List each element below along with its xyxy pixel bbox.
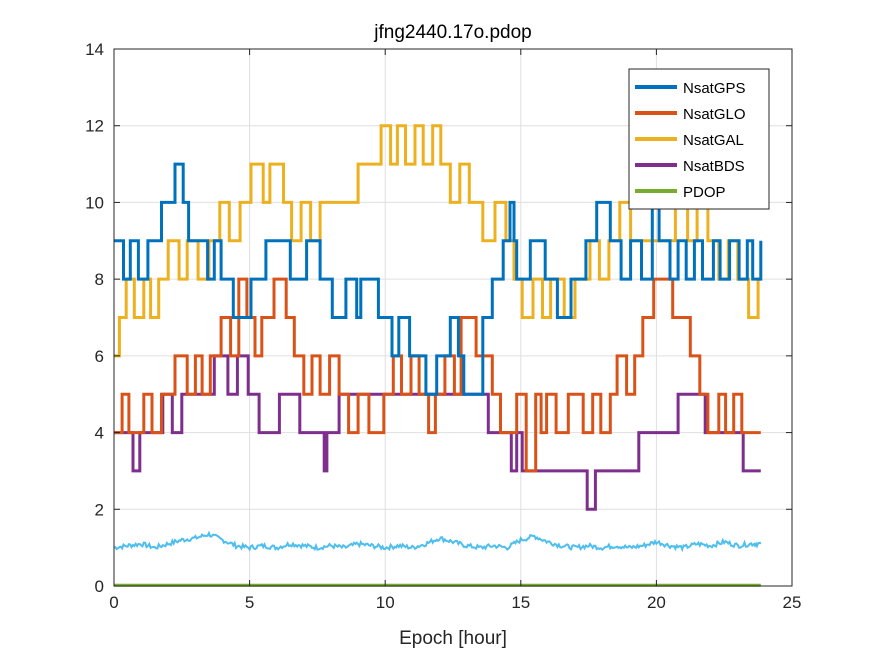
series-line-nsatgps: [114, 162, 763, 396]
y-tick-label: 12: [85, 117, 104, 136]
legend-label: NsatBDS: [683, 158, 745, 175]
x-tick-label: 25: [783, 593, 802, 612]
series-layer: [113, 124, 763, 587]
legend-label: NsatGAL: [683, 132, 744, 149]
legend: NsatGPS NsatGLO NsatGAL NsatBDS PDOP: [628, 68, 770, 210]
legend-label: NsatGLO: [683, 106, 746, 123]
x-tick-label: 10: [376, 593, 395, 612]
plot-frame: [113, 48, 793, 587]
y-tick-label: 2: [95, 500, 104, 519]
x-tick-label: 20: [647, 593, 666, 612]
chart-title: jfng2440.17o.pdop: [373, 22, 531, 43]
legend-label: PDOP: [683, 184, 726, 201]
y-tick-label: 0: [95, 577, 104, 596]
x-tick-label: 15: [511, 593, 530, 612]
series-line-secondary-dop: [113, 530, 762, 553]
y-tick-label: 8: [95, 270, 104, 289]
x-axis-label: Epoch [hour]: [399, 628, 507, 649]
y-tick-label: 6: [95, 347, 104, 366]
x-tick-label: 5: [245, 593, 254, 612]
y-tick-label: 10: [85, 193, 104, 212]
legend-label: NsatGPS: [683, 80, 746, 97]
x-tick-label: 0: [109, 593, 118, 612]
y-tick-label: 14: [85, 40, 104, 59]
y-tick-label: 4: [95, 424, 104, 443]
axis-ticks: 0 5 10 15 20 25 0 2 4 6 8 10 12 14: [85, 40, 801, 612]
